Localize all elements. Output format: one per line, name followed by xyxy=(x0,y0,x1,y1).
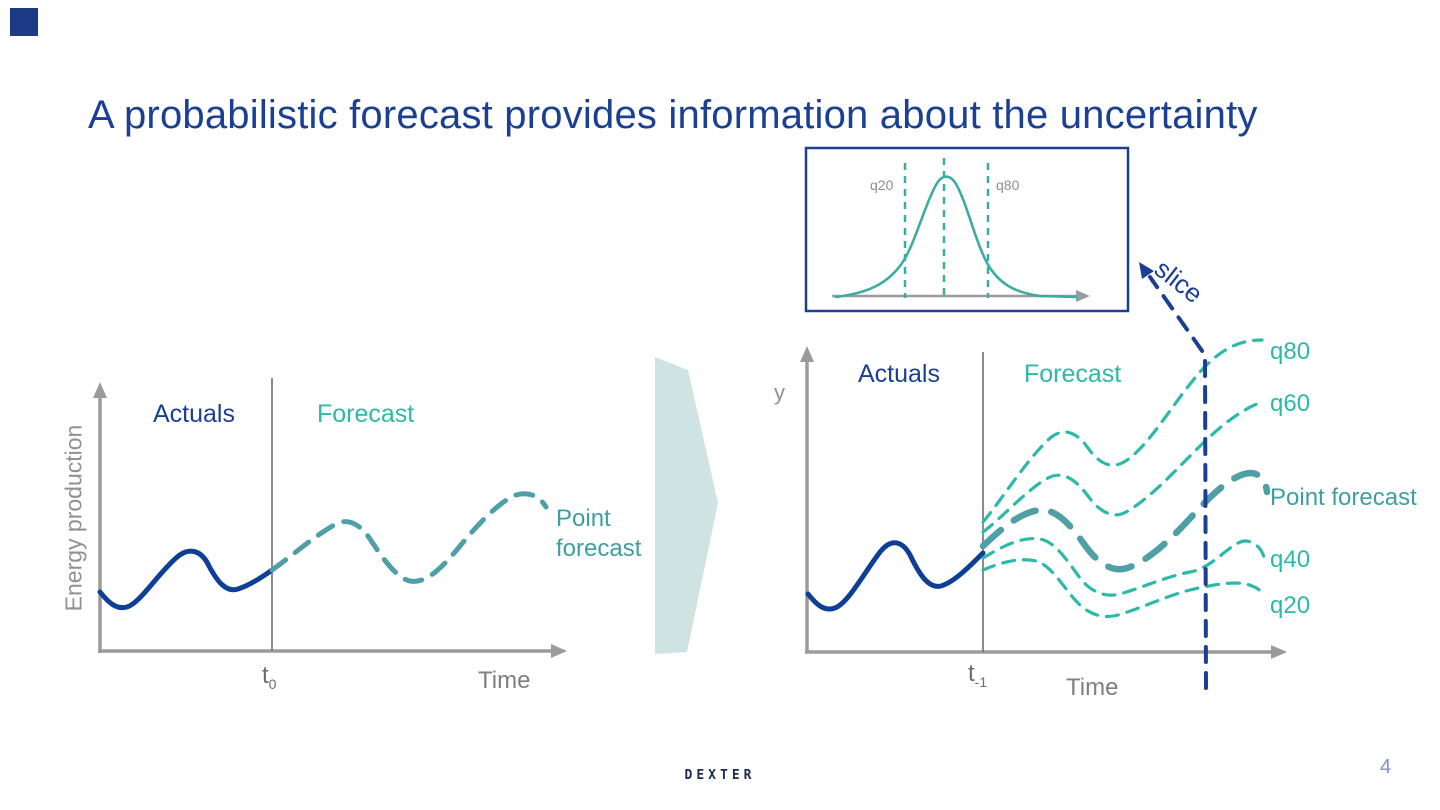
left-actuals-label: Actuals xyxy=(153,400,235,428)
q80-label: q80 xyxy=(1270,338,1311,365)
q20-curve xyxy=(981,558,1266,619)
point-forecast-curve xyxy=(979,469,1271,573)
left-point-forecast-label: Point forecast xyxy=(556,505,642,562)
slide-title: A probabilistic forecast provides inform… xyxy=(88,93,1258,137)
right-xaxis-arrowhead xyxy=(1271,645,1287,659)
right-actuals-label: Actuals xyxy=(858,360,940,388)
page-number: 4 xyxy=(1380,756,1392,778)
left-forecast-label: Forecast xyxy=(317,400,415,428)
left-ylabel: Energy production xyxy=(60,424,87,612)
left-point-forecast-curve xyxy=(269,491,549,584)
right-xlabel: Time xyxy=(1066,674,1119,701)
inset-q80-label: q80 xyxy=(996,177,1020,193)
left-yaxis-arrowhead xyxy=(93,382,107,398)
transition-arrow-shape xyxy=(655,357,718,654)
point-forecast-label: Point forecast xyxy=(1270,484,1417,511)
brand-corner-square xyxy=(10,8,38,36)
left-chart-axes xyxy=(93,378,567,658)
q40-label: q40 xyxy=(1270,546,1311,573)
inset-density-curve xyxy=(834,175,1078,299)
q60-label: q60 xyxy=(1270,390,1311,417)
right-yaxis-arrowhead xyxy=(800,346,814,362)
left-t0-marker: t0 xyxy=(262,662,277,692)
distribution-inset xyxy=(804,146,1130,313)
inset-axis-arrowhead xyxy=(1076,290,1090,302)
right-ylabel: y xyxy=(774,380,785,405)
left-xaxis-arrowhead xyxy=(551,644,567,658)
right-t-minus1-marker: t-1 xyxy=(968,660,988,690)
dexter-logo: DEXTER xyxy=(684,768,756,783)
right-actuals-curve xyxy=(805,540,986,612)
slice-arrowhead xyxy=(1139,262,1154,279)
right-forecast-label: Forecast xyxy=(1024,360,1122,388)
inset-q20-label: q20 xyxy=(870,177,894,193)
slice-line xyxy=(1148,275,1208,690)
inset-border xyxy=(804,146,1130,313)
q40-curve xyxy=(981,536,1266,597)
left-xlabel: Time xyxy=(478,667,531,694)
left-actuals-curve xyxy=(97,548,275,611)
q20-label: q20 xyxy=(1270,592,1311,619)
right-chart-axes xyxy=(800,346,1287,659)
